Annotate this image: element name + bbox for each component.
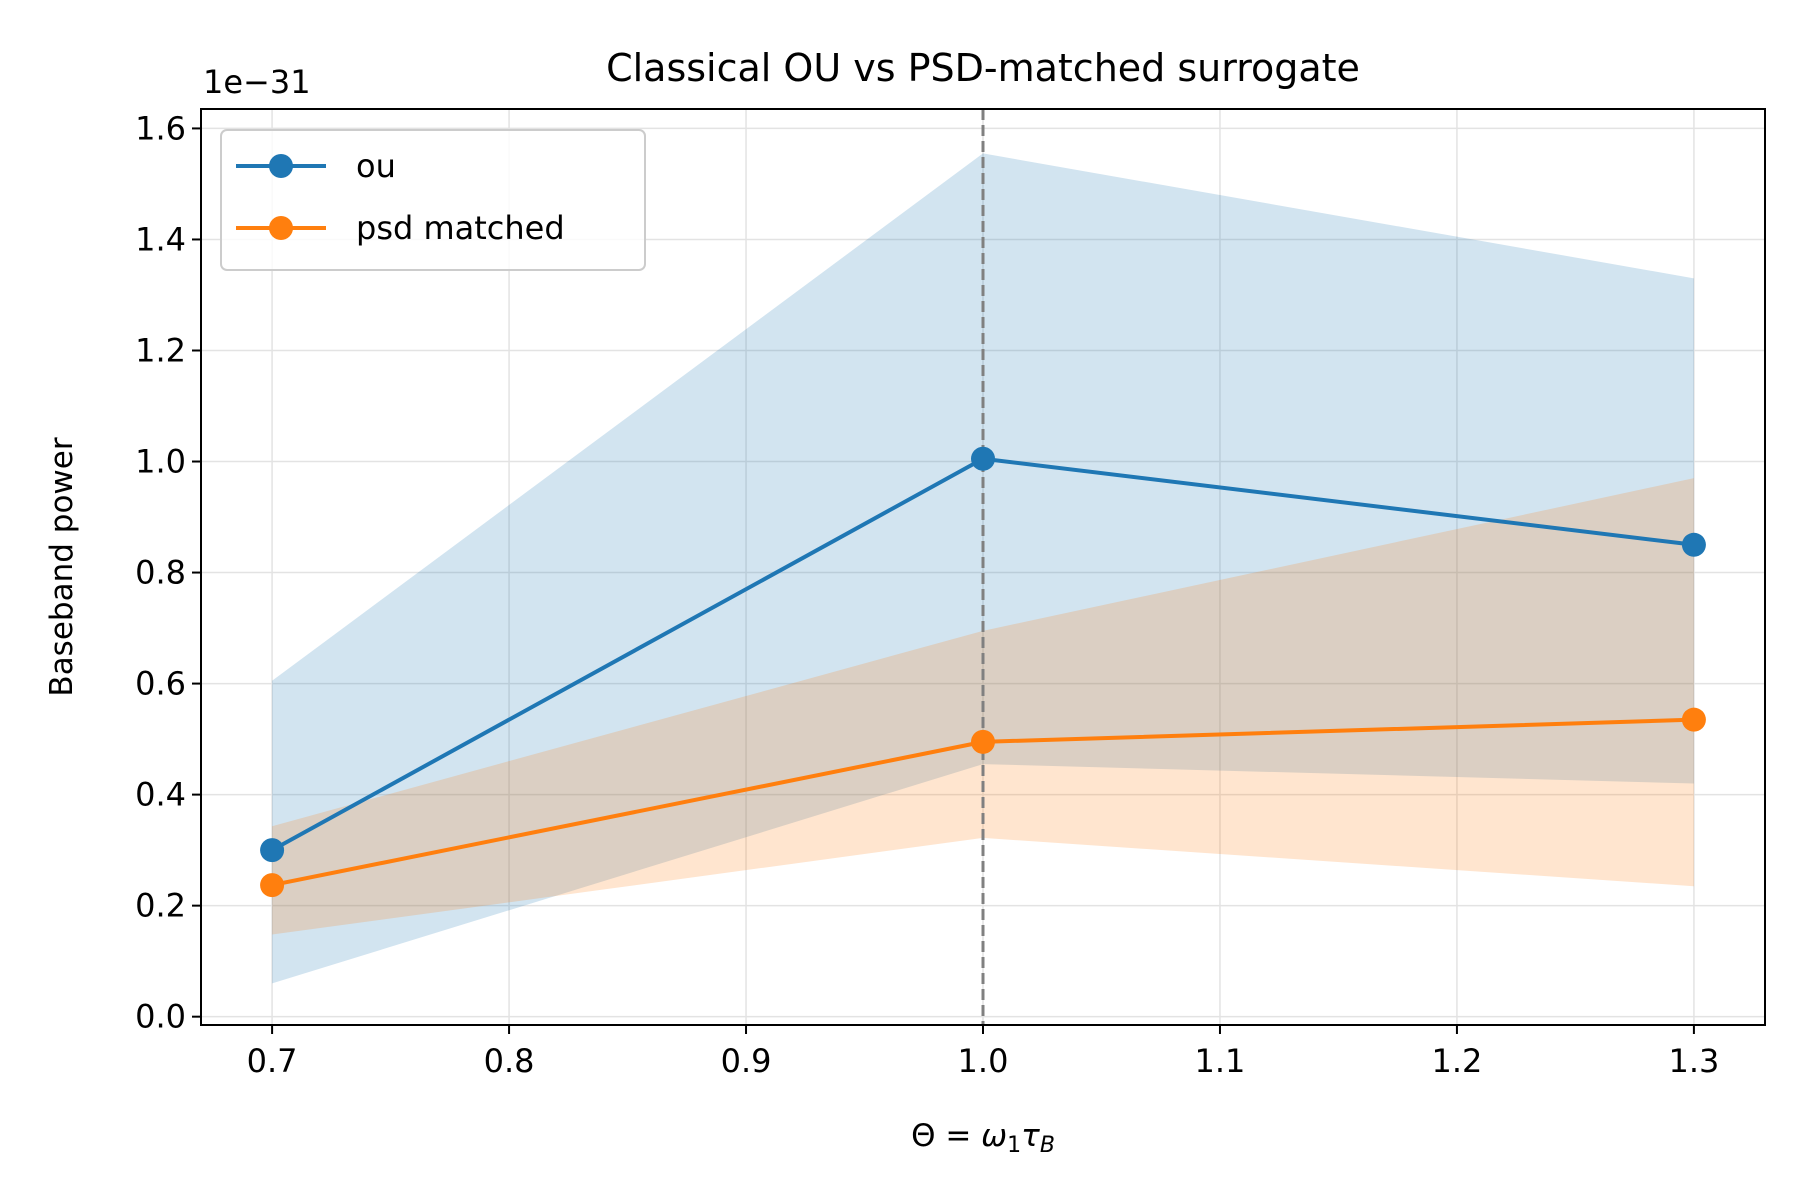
point-ou-2 [1681,532,1706,557]
y-axis-ticks: 0.0 0.2 0.4 0.6 0.8 1.0 1.2 1.4 1.6 [135,109,201,1036]
x-tick-label-5: 1.2 [1431,1042,1482,1080]
y-tick-label-5: 1.0 [135,443,186,481]
y-tick-label-3: 0.6 [135,665,186,703]
x-tick-label-1: 0.8 [484,1042,535,1080]
x-axis-ticks: 0.7 0.8 0.9 1.0 1.1 1.2 1.3 [247,1025,1719,1080]
point-psd-matched-2 [1681,707,1706,732]
y-axis-label: Baseband power [44,437,80,696]
legend: ou psd matched [220,129,646,271]
x-tick-label-0: 0.7 [247,1042,298,1080]
legend-marker-psd-matched [269,216,293,240]
x-axis-label: Θ = ω1τB [911,1118,1055,1158]
y-tick-label-0: 0.0 [135,998,186,1036]
chart-title: Classical OU vs PSD-matched surrogate [606,46,1360,90]
grid [201,109,1765,1025]
y-tick-label-2: 0.4 [135,776,186,814]
x-label-omega-sub: 1 [1007,1133,1021,1158]
y-tick-label-4: 0.8 [135,554,186,592]
x-tick-label-4: 1.1 [1195,1042,1246,1080]
x-tick-label-2: 0.9 [721,1042,772,1080]
x-label-tau-sub: B [1040,1133,1055,1158]
legend-box [220,129,646,271]
point-ou-1 [971,446,995,471]
x-label-tau: τ [1021,1118,1040,1154]
legend-label-psd-matched: psd matched [356,209,565,247]
point-psd-matched-0 [260,873,285,898]
legend-label-ou: ou [356,147,396,185]
x-label-theta: Θ [911,1118,935,1154]
y-tick-label-6: 1.2 [135,331,186,369]
band-ou [272,153,1694,984]
point-psd-matched-1 [971,729,995,754]
y-tick-label-7: 1.4 [135,220,186,258]
x-label-omega: ω [981,1118,1007,1154]
x-tick-label-6: 1.3 [1668,1042,1719,1080]
series-markers [260,446,1706,898]
legend-marker-ou [269,154,293,178]
y-tick-label-1: 0.2 [135,887,186,925]
point-ou-0 [260,838,285,863]
y-scale-label: 1e−31 [203,63,311,101]
x-label-equals: = [935,1118,981,1154]
x-tick-label-3: 1.0 [958,1042,1009,1080]
y-tick-label-8: 1.6 [135,109,186,147]
